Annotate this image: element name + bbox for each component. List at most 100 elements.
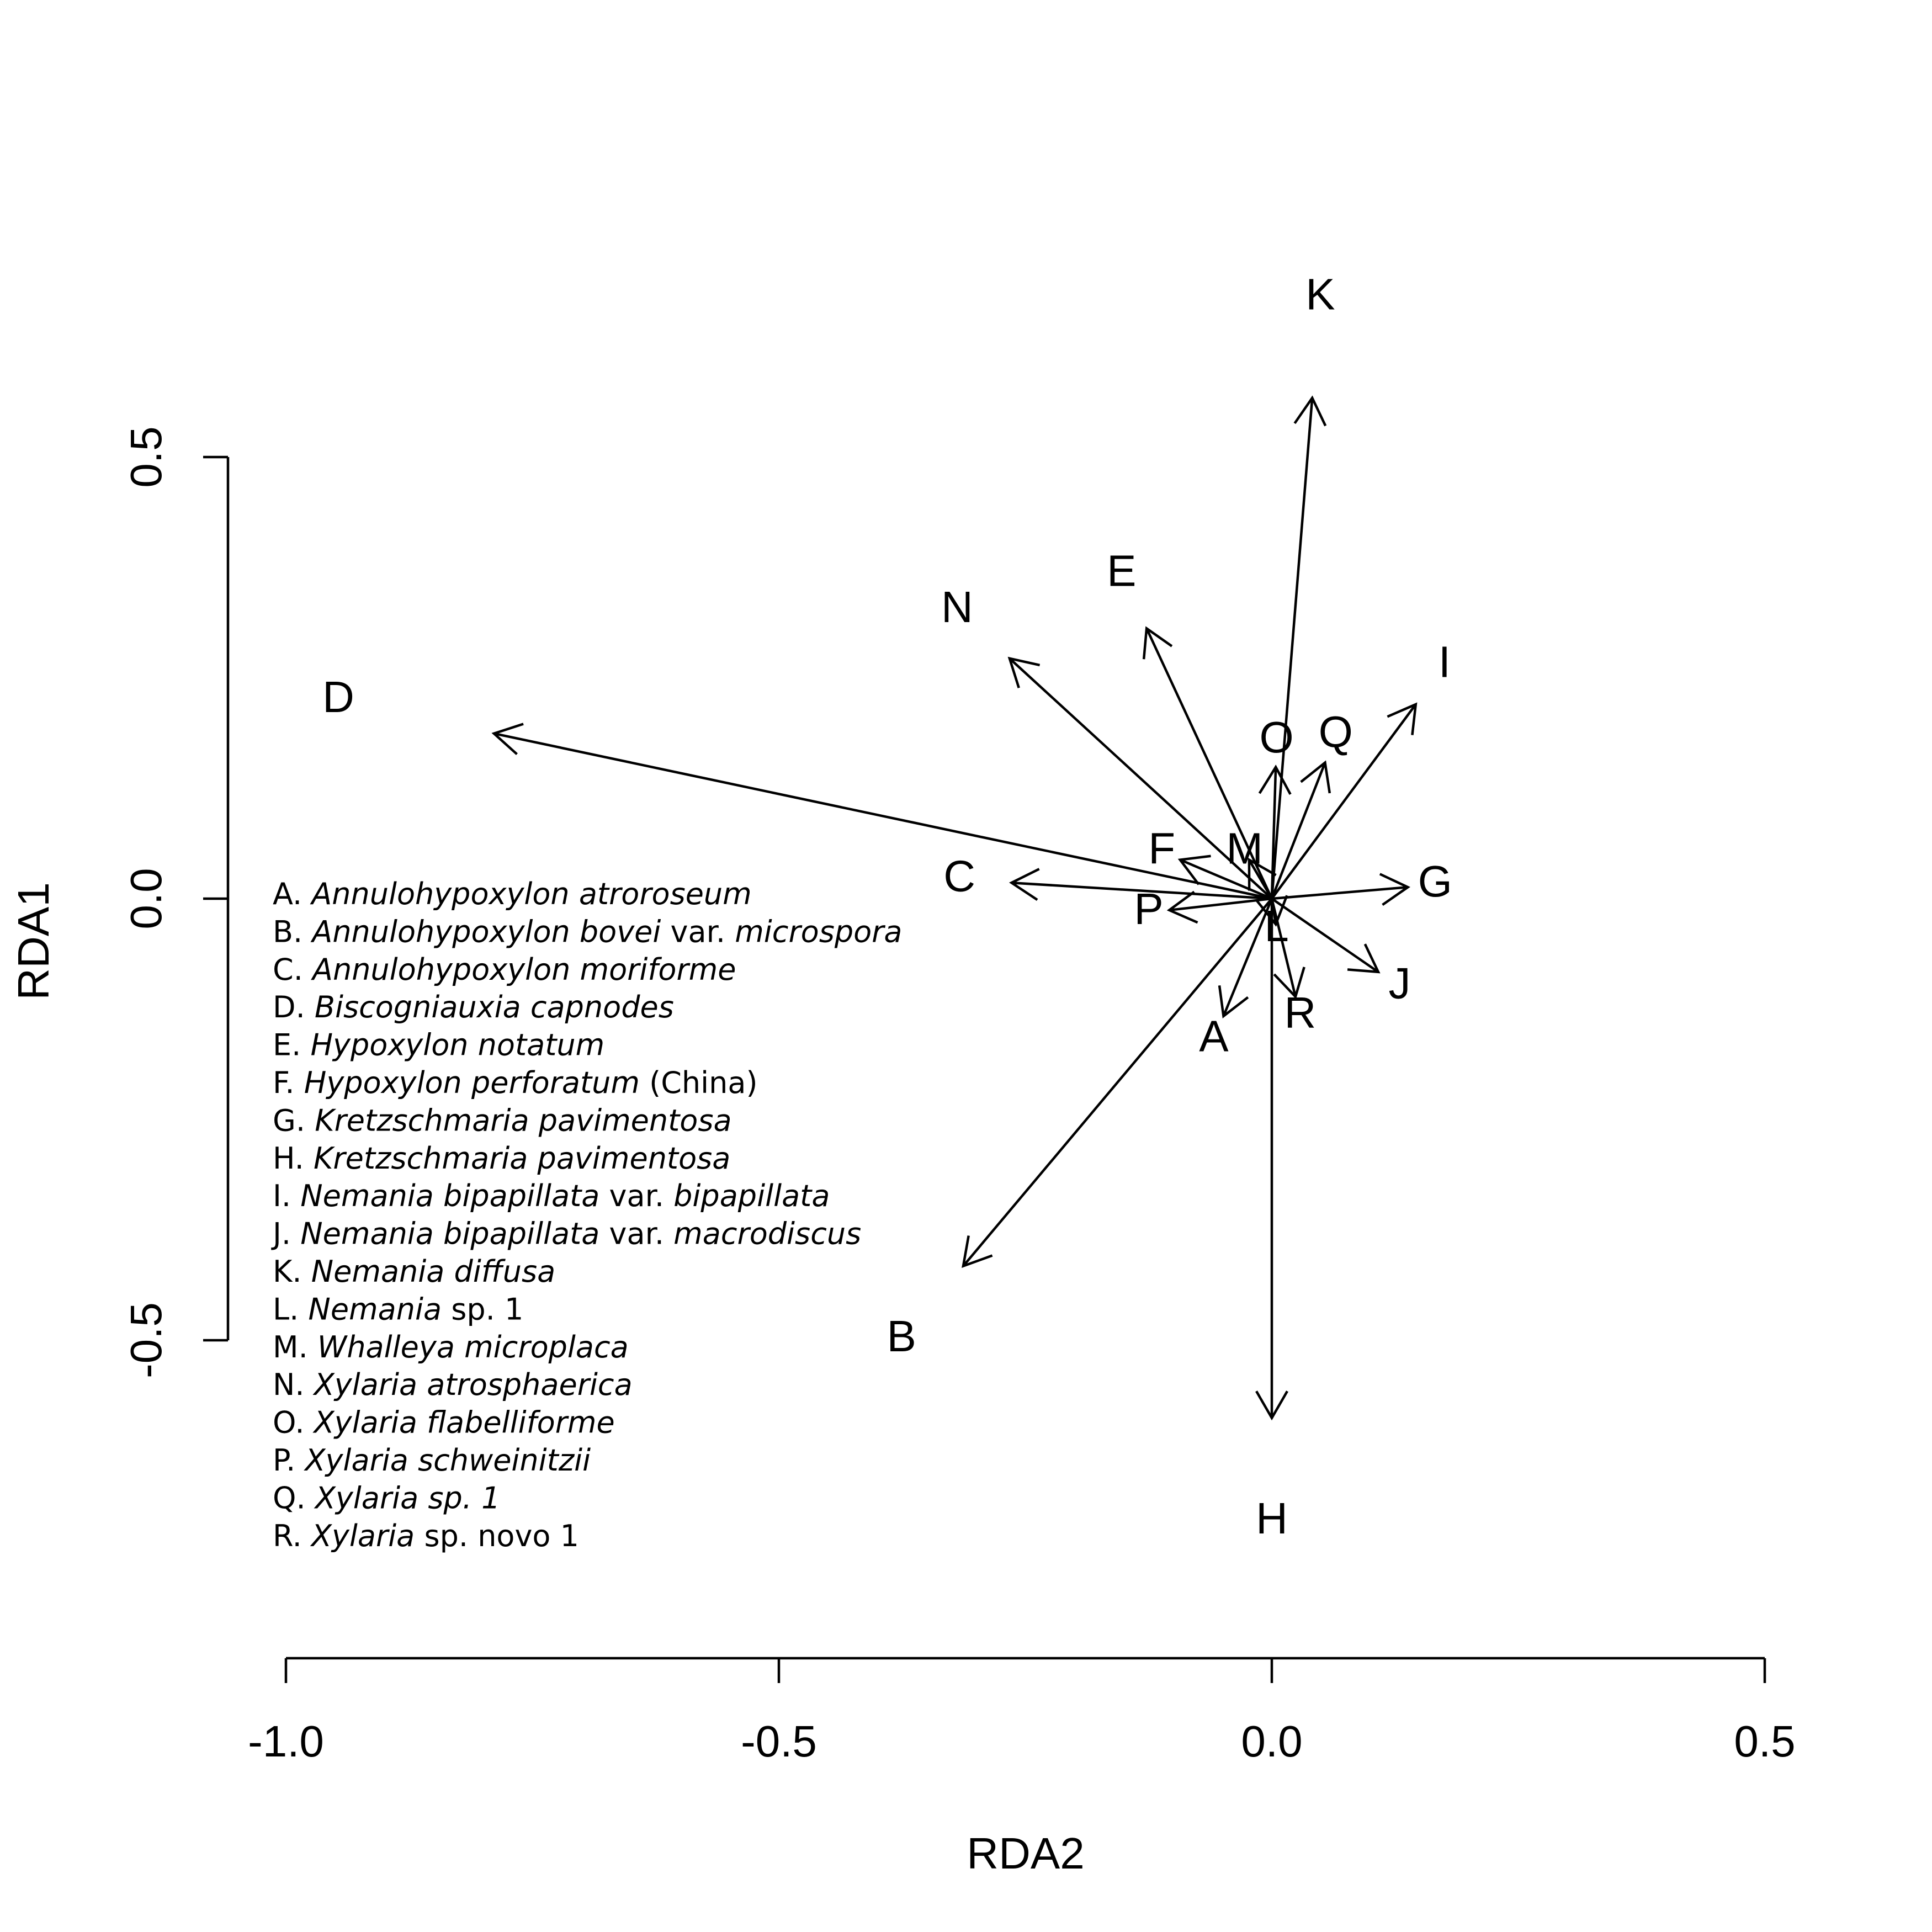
- arrow: [1270, 898, 1305, 999]
- arrow-label: K: [1305, 269, 1335, 319]
- legend-text: macrodiscus: [673, 1217, 861, 1251]
- x-axis-title: RDA2: [967, 1829, 1084, 1878]
- legend-text: Hypoxylon perforatum: [304, 1065, 640, 1100]
- arrow-label: H: [1256, 1494, 1288, 1543]
- arrow-label: A: [1199, 1011, 1229, 1060]
- legend-text: sp. novo 1: [415, 1519, 579, 1553]
- legend-text: Nemania bipapillata: [300, 1217, 599, 1251]
- arrow: [1258, 765, 1292, 899]
- arrow-label: P: [1134, 884, 1163, 933]
- legend-text: C.: [273, 952, 312, 987]
- arrow-label: I: [1439, 638, 1451, 687]
- legend-text: Xylaria sp. 1: [314, 1480, 501, 1515]
- legend-entry: A. Annulohypoxylon atroroseum: [273, 877, 752, 911]
- arrow: [1218, 898, 1273, 1018]
- legend-text: var.: [661, 914, 735, 949]
- arrow-label: E: [1107, 546, 1136, 596]
- arrow-label: J: [1388, 958, 1410, 1007]
- legend-text: E.: [273, 1028, 310, 1063]
- legend-text: Nemania diffusa: [311, 1254, 556, 1289]
- arrow-label: L: [1264, 901, 1289, 951]
- legend-text: R.: [273, 1519, 311, 1553]
- arrow-label: G: [1418, 857, 1452, 906]
- legend-entry: B. Annulohypoxylon bovei var. microspora: [273, 914, 902, 949]
- legend-text: N.: [273, 1367, 314, 1402]
- legend-entry: H. Kretzschmaria pavimentosa: [273, 1141, 730, 1176]
- legend-text: Xylaria atrosphaerica: [312, 1367, 633, 1402]
- legend-text: Hypoxylon notatum: [310, 1028, 604, 1063]
- legend-text: Nemania: [308, 1292, 442, 1326]
- legend-text: Kretzschmaria pavimentosa: [314, 1141, 730, 1176]
- legend-text: var.: [599, 1179, 673, 1213]
- legend-text: (China): [640, 1065, 758, 1100]
- legend-text: bipapillata: [673, 1179, 830, 1213]
- legend-entry: F. Hypoxylon perforatum (China): [273, 1065, 758, 1100]
- legend-text: microspora: [735, 914, 902, 949]
- arrow: [1255, 899, 1288, 1421]
- legend-text: I.: [273, 1179, 300, 1213]
- legend-entry: N. Xylaria atrosphaerica: [273, 1367, 633, 1402]
- legend-text: Xylaria: [310, 1519, 415, 1553]
- arrow: [962, 898, 1273, 1268]
- legend-text: O.: [273, 1405, 314, 1440]
- legend-text: Annulohypoxylon bovei: [310, 914, 661, 949]
- legend-text: A.: [273, 877, 311, 911]
- arrow: [1271, 702, 1418, 900]
- legend-entry: C. Annulohypoxylon moriforme: [273, 952, 736, 987]
- legend-entry: R. Xylaria sp. novo 1: [273, 1519, 579, 1553]
- x-tick-label: 0.5: [1734, 1717, 1795, 1766]
- legend-text: Nemania bipapillata: [300, 1179, 599, 1213]
- legend-text: J.: [271, 1217, 300, 1251]
- arrow: [1248, 857, 1277, 900]
- y-axis-title: RDA1: [9, 882, 58, 1000]
- arrow-label: C: [943, 852, 975, 901]
- arrow-label: R: [1285, 988, 1317, 1037]
- legend-entry: J. Nemania bipapillata var. macrodiscus: [271, 1217, 861, 1251]
- legend-text: Xylaria schweinitzii: [303, 1443, 591, 1478]
- legend-entry: Q. Xylaria sp. 1: [273, 1480, 500, 1515]
- x-tick-label: -1.0: [248, 1717, 324, 1766]
- y-tick-label: 0.5: [121, 426, 171, 487]
- arrow-label: O: [1259, 713, 1293, 762]
- arrow: [1271, 873, 1410, 906]
- legend-entry: P. Xylaria schweinitzii: [273, 1443, 591, 1478]
- legend-text: sp. 1: [442, 1292, 523, 1326]
- legend-entry: G. Kretzschmaria pavimentosa: [273, 1103, 732, 1138]
- arrow-label: F: [1148, 824, 1175, 873]
- arrow: [1177, 854, 1272, 900]
- arrow-label: Q: [1319, 707, 1353, 756]
- legend-entry: D. Biscogniauxia capnodes: [273, 990, 674, 1025]
- legend-text: var.: [599, 1217, 673, 1251]
- legend-entry: I. Nemania bipapillata var. bipapillata: [273, 1179, 830, 1213]
- legend-text: P.: [273, 1443, 305, 1478]
- arrow-label: M: [1226, 824, 1263, 873]
- arrow: [1270, 395, 1327, 899]
- arrow: [1007, 656, 1273, 900]
- legend-text: Q.: [273, 1480, 315, 1515]
- legend-text: F.: [273, 1065, 304, 1100]
- legend-entry: O. Xylaria flabelliforme: [273, 1405, 615, 1440]
- legend-text: G.: [273, 1103, 315, 1138]
- arrow-label: B: [887, 1312, 916, 1361]
- legend-text: D.: [273, 990, 315, 1025]
- legend-text: K.: [273, 1254, 311, 1289]
- legend-text: M.: [273, 1330, 317, 1365]
- legend-text: L.: [273, 1292, 308, 1326]
- arrow: [491, 723, 1272, 900]
- legend-text: B.: [273, 914, 312, 949]
- legend-text: Annulohypoxylon moriforme: [311, 952, 736, 987]
- arrow-label: D: [322, 672, 354, 721]
- y-tick-label: 0.0: [121, 868, 171, 929]
- legend-text: Whalleya microplaca: [317, 1330, 629, 1365]
- legend-entry: E. Hypoxylon notatum: [273, 1028, 604, 1063]
- arrow: [1270, 760, 1331, 899]
- legend-text: Biscogniauxia capnodes: [315, 990, 674, 1025]
- legend-text: H.: [273, 1141, 314, 1176]
- arrow: [1166, 890, 1272, 924]
- legend-text: Kretzschmaria pavimentosa: [315, 1103, 731, 1138]
- legend-entry: K. Nemania diffusa: [273, 1254, 555, 1289]
- arrow: [1142, 626, 1273, 899]
- legend-text: Annulohypoxylon atroroseum: [310, 877, 751, 911]
